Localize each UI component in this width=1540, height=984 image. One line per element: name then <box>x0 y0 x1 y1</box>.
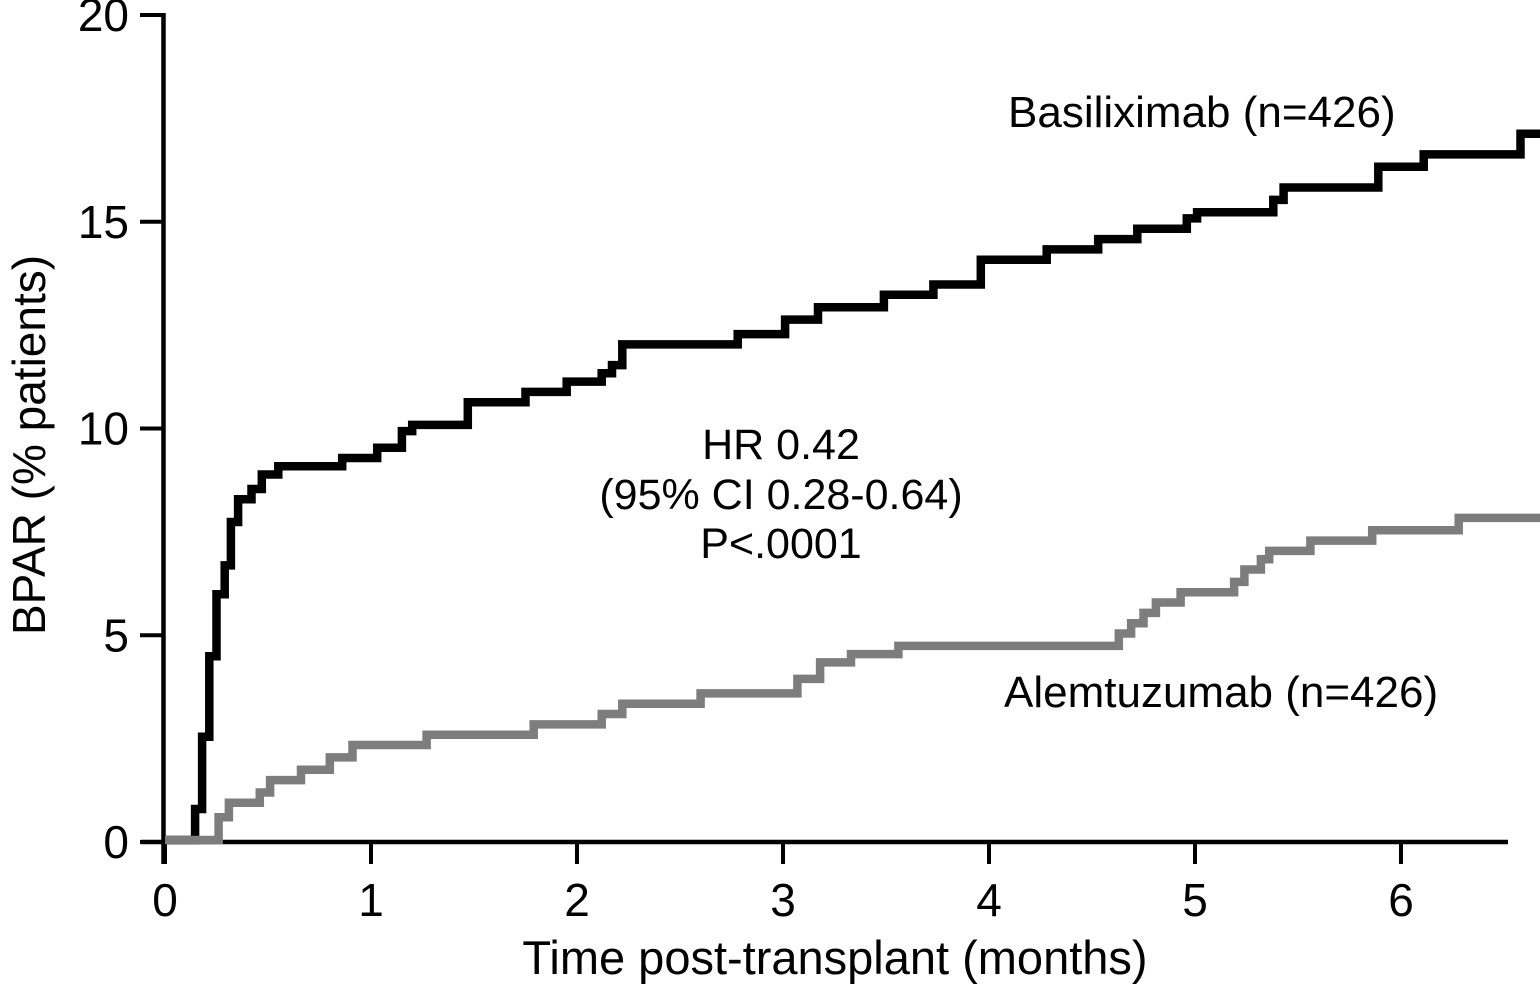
series-label-basiliximab: Basiliximab (n=426) <box>1008 88 1396 137</box>
hr-annotation: HR 0.42 (95% CI 0.28-0.64) P<.0001 <box>556 421 1006 570</box>
y-tick-label: 20 <box>78 0 129 41</box>
x-tick-label: 5 <box>1182 874 1208 926</box>
x-tick-label: 4 <box>976 874 1002 926</box>
series-curve-alemtuzumab <box>165 513 1540 845</box>
x-tick-label: 1 <box>358 874 384 926</box>
y-tick-label: 5 <box>103 609 129 661</box>
y-axis-title: BPAR (% patients) <box>3 254 55 635</box>
x-tick-label: 2 <box>564 874 590 926</box>
x-axis-title: Time post-transplant (months) <box>522 931 1148 984</box>
x-tick-label: 6 <box>1388 874 1414 926</box>
y-tick-label: 0 <box>103 816 129 868</box>
series-curve-basiliximab <box>165 129 1540 845</box>
annotation-line-p: P<.0001 <box>700 520 862 568</box>
annotation-line-hr: HR 0.42 <box>702 421 860 469</box>
series-label-alemtuzumab: Alemtuzumab (n=426) <box>1004 668 1439 717</box>
x-tick-label: 3 <box>770 874 796 926</box>
x-tick-label: 0 <box>152 874 178 926</box>
y-tick-label: 15 <box>78 196 129 248</box>
annotation-line-ci: (95% CI 0.28-0.64) <box>599 470 963 519</box>
y-tick-label: 10 <box>78 403 129 455</box>
